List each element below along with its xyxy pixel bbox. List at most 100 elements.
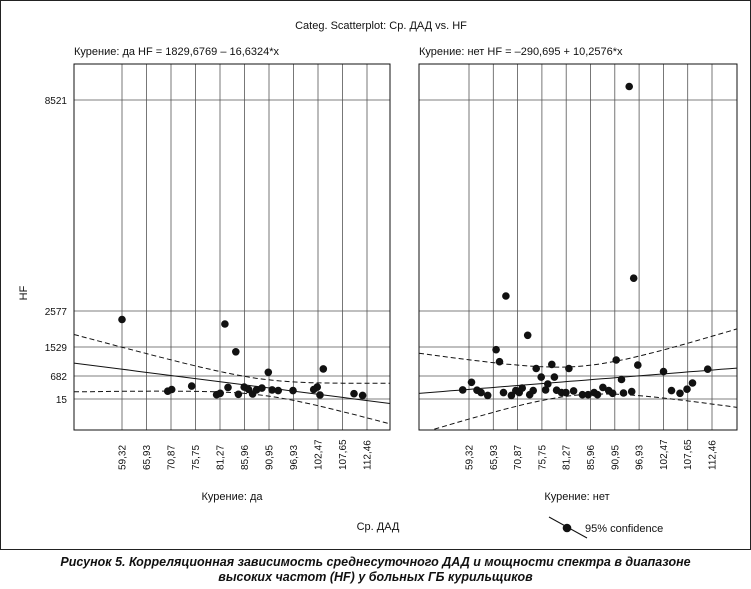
x-tick-label: 96,93 [289, 445, 300, 470]
data-point [224, 383, 232, 392]
x-tick-label: 85,96 [586, 445, 597, 470]
x-tick-label: 102,47 [314, 439, 325, 470]
data-point [629, 274, 638, 283]
panel-header-smoking-no: Курение: нет HF = –290,695 + 10,2576*x [419, 46, 623, 58]
data-point [232, 348, 240, 356]
x-tick-label: 75,75 [191, 445, 202, 470]
data-point [537, 373, 545, 381]
data-point [518, 384, 526, 392]
y-tick-label: 2577 [45, 307, 68, 318]
data-point [118, 315, 126, 324]
data-point [492, 345, 500, 354]
data-point [358, 391, 367, 400]
data-point [467, 378, 476, 387]
data-point [676, 389, 684, 398]
data-point [703, 365, 712, 374]
data-point [593, 390, 602, 399]
panel-header-smoking-yes: Курение: да HF = 1829,6769 – 16,6324*x [74, 46, 280, 58]
data-point [683, 385, 691, 394]
data-point [495, 357, 504, 366]
confidence-band-lower [429, 393, 737, 430]
data-point [187, 382, 196, 390]
data-point [483, 391, 492, 400]
panel-frame [73, 63, 391, 431]
data-point [569, 387, 578, 395]
chart-title: Categ. Scatterplot: Ср. ДАД vs. HF [295, 20, 467, 32]
x-tick-label: 70,87 [513, 445, 524, 470]
x-tick-label: 90,95 [265, 445, 276, 470]
data-point [608, 389, 617, 398]
legend-marker [562, 523, 572, 533]
scatterplot-svg: Categ. Scatterplot: Ср. ДАД vs. HF Курен… [18, 20, 738, 539]
data-point [584, 390, 592, 399]
data-point [264, 368, 273, 377]
data-point [216, 389, 224, 398]
x-tick-label: 112,46 [363, 440, 374, 470]
data-point [688, 379, 697, 387]
data-point [499, 388, 508, 397]
x-tick-label: 70,87 [167, 445, 178, 470]
data-point [532, 364, 540, 373]
x-tick-label: 107,65 [338, 439, 349, 470]
x-tick-label: 102,47 [659, 439, 670, 470]
data-point [234, 390, 243, 399]
data-point [541, 386, 550, 394]
data-point [550, 373, 559, 381]
data-point [289, 386, 297, 395]
data-point [458, 386, 467, 394]
legend: 95% confidence [548, 516, 663, 539]
data-point [258, 384, 266, 392]
x-tick-label: 65,93 [489, 445, 500, 470]
data-point [268, 386, 276, 394]
panel-smoking-yes: 59,32 65,93 70,87 75,75 81,27 85,96 90,95 96,93… [73, 63, 391, 470]
data-point [221, 320, 229, 328]
data-point [316, 391, 324, 399]
data-point [667, 386, 676, 395]
data-point [529, 386, 537, 395]
data-point [659, 367, 668, 376]
panel-category-smoking-yes: Курение: да [201, 491, 263, 503]
y-tick-label: 8521 [45, 96, 68, 107]
data-point [274, 386, 283, 395]
y-axis-label: HF [18, 285, 30, 300]
x-tick-label: 90,95 [610, 445, 621, 470]
y-tick-label: 15 [56, 395, 68, 406]
data-point [578, 390, 587, 399]
x-axis-label: Ср. ДАД [357, 521, 400, 533]
x-tick-label: 112,46 [708, 440, 719, 470]
x-tick-label: 81,27 [562, 445, 573, 470]
data-point [634, 361, 642, 369]
confidence-band-lower [74, 390, 390, 425]
data-point [350, 389, 358, 398]
panel-frame [418, 63, 738, 431]
x-tick-label: 59,32 [465, 445, 476, 470]
y-tick-label: 1529 [45, 343, 68, 354]
data-point [612, 356, 620, 364]
confidence-band-upper [419, 328, 737, 368]
regression-line [74, 362, 390, 404]
x-tick-label: 75,75 [537, 445, 548, 470]
data-point [167, 385, 176, 394]
panel-category-smoking-no: Курение: нет [544, 491, 609, 503]
x-tick-label: 96,93 [635, 445, 646, 470]
data-point [319, 365, 328, 373]
data-point [477, 388, 485, 397]
x-tick-label: 65,93 [142, 445, 153, 470]
data-point [617, 375, 626, 384]
x-tick-label: 81,27 [216, 445, 227, 470]
data-point [313, 383, 322, 391]
confidence-band-upper [74, 334, 390, 384]
x-tick-label: 59,32 [118, 445, 129, 470]
caption-line-2: высоких частот (HF) у больных ГБ курильщ… [218, 570, 533, 584]
chart-figure: Categ. Scatterplot: Ср. ДАД vs. HF Курен… [0, 0, 751, 550]
regression-line [419, 367, 737, 394]
panel-smoking-no: 59,32 65,93 70,87 75,75 81,27 85,96 90,95 96,93… [418, 63, 738, 470]
legend-label: 95% confidence [585, 523, 663, 535]
data-point [599, 383, 607, 392]
data-point [565, 364, 573, 373]
figure-caption: Рисунок 5. Корреляционная зависимость ср… [0, 555, 751, 585]
data-point [544, 380, 552, 388]
data-point [562, 388, 570, 397]
x-tick-label: 107,65 [683, 439, 694, 470]
caption-line-1: Рисунок 5. Корреляционная зависимость ср… [60, 555, 691, 569]
